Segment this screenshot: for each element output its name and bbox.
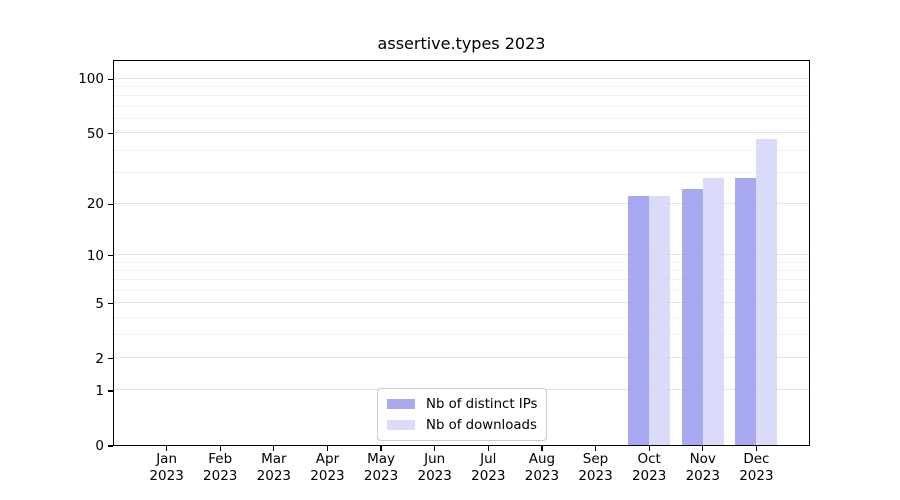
legend: Nb of distinct IPs Nb of downloads <box>377 388 547 441</box>
minor-gridline <box>114 269 809 271</box>
minor-gridline <box>114 171 809 173</box>
x-tick-label: Aug 2023 <box>524 451 560 484</box>
major-gridline <box>114 254 809 256</box>
x-tick-mark <box>326 446 329 451</box>
major-gridline <box>114 302 809 304</box>
x-tick-mark <box>219 446 221 451</box>
y-tick-label: 1 <box>95 382 104 399</box>
y-tick-mark <box>108 254 113 257</box>
legend-label-downloads: Nb of downloads <box>426 417 537 433</box>
x-tick-label: Oct 2023 <box>631 451 667 484</box>
x-tick-label: Dec 2023 <box>739 451 774 484</box>
major-gridline <box>114 357 809 359</box>
legend-item-distinct-ips: Nb of distinct IPs <box>387 396 537 412</box>
bar-downloads <box>702 177 724 445</box>
legend-label-distinct-ips: Nb of distinct IPs <box>426 396 538 412</box>
legend-swatch-downloads-icon <box>387 420 415 430</box>
y-tick-mark <box>108 78 113 81</box>
y-tick-mark <box>108 203 113 205</box>
y-tick-mark <box>108 390 113 392</box>
minor-gridline <box>114 279 809 281</box>
x-tick-mark <box>702 446 704 451</box>
y-tick-mark <box>108 358 113 360</box>
major-gridline <box>114 202 809 204</box>
x-tick-mark <box>166 446 168 451</box>
x-tick-mark <box>273 446 275 451</box>
x-tick-mark <box>648 446 650 451</box>
x-tick-label: Apr 2023 <box>310 451 345 484</box>
x-tick-mark <box>594 446 597 451</box>
x-tick-label: Nov 2023 <box>685 451 720 484</box>
y-tick-label: 5 <box>95 295 104 312</box>
minor-gridline <box>114 95 809 97</box>
y-tick-label: 10 <box>86 247 104 264</box>
x-tick-label: Feb 2023 <box>203 451 238 484</box>
minor-gridline <box>114 334 809 336</box>
minor-gridline <box>114 316 809 318</box>
bar-distinct-ips <box>735 177 757 445</box>
y-tick-label: 0 <box>95 438 104 454</box>
y-tick-mark <box>108 303 113 305</box>
bar-distinct-ips <box>681 189 703 445</box>
legend-swatch-distinct-ips-icon <box>387 399 415 409</box>
x-tick-label: Jul 2023 <box>471 451 506 484</box>
x-tick-mark <box>541 446 543 451</box>
minor-gridline <box>114 86 809 88</box>
y-tick-label: 50 <box>86 125 104 142</box>
minor-gridline <box>114 261 809 263</box>
y-tick-mark <box>108 133 113 135</box>
minor-gridline <box>114 289 809 291</box>
legend-item-downloads: Nb of downloads <box>387 417 537 433</box>
x-tick-mark <box>380 446 382 451</box>
major-gridline <box>114 132 809 134</box>
x-tick-label: Sep 2023 <box>578 451 613 484</box>
minor-gridline <box>114 118 809 119</box>
x-tick-label: Mar 2023 <box>256 451 292 484</box>
major-gridline <box>114 77 809 79</box>
x-tick-mark <box>434 446 436 451</box>
x-tick-label: May 2023 <box>363 451 399 484</box>
y-tick-label: 20 <box>86 196 104 213</box>
bar-downloads <box>649 195 671 445</box>
y-tick-label: 100 <box>78 71 104 88</box>
x-tick-mark <box>487 446 489 451</box>
y-tick-mark <box>108 445 113 447</box>
x-tick-label: Jan 2023 <box>149 451 184 484</box>
x-tick-label: Jun 2023 <box>417 451 452 484</box>
plot-area <box>113 60 810 446</box>
bar-distinct-ips <box>628 195 650 445</box>
minor-gridline <box>114 105 809 107</box>
bar-downloads <box>756 139 778 445</box>
minor-gridline <box>114 149 809 151</box>
chart-title: assertive.types 2023 <box>377 34 546 53</box>
x-tick-mark <box>755 446 757 451</box>
y-tick-label: 2 <box>95 350 104 367</box>
